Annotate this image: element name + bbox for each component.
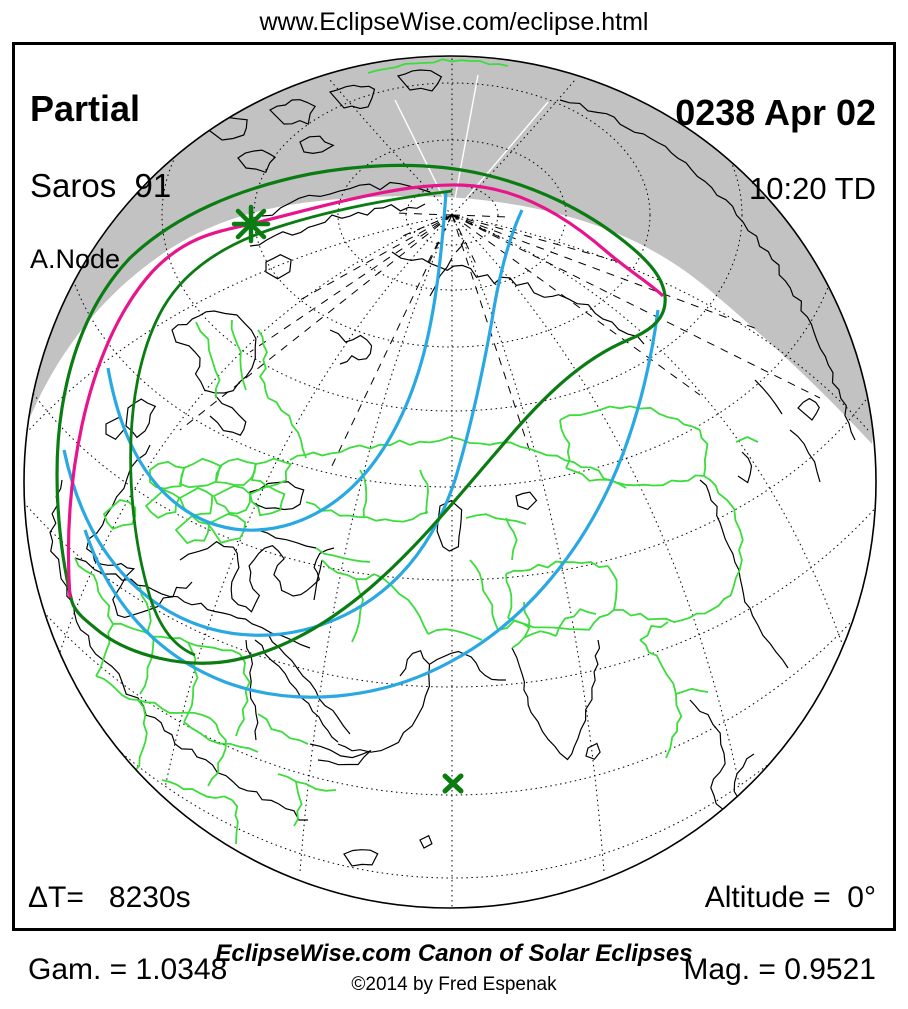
eclipse-date-block: 0238 Apr 02 10:20 TD	[675, 60, 876, 222]
altitude-mag-block: Altitude = 0° Mag. = 0.9521	[683, 848, 876, 1009]
footer: EclipseWise.com Canon of Solar Eclipses …	[0, 940, 908, 996]
penumbra-loop-curve	[55, 163, 667, 665]
eclipse-time-label: 10:20 TD	[749, 170, 876, 206]
footer-title: EclipseWise.com Canon of Solar Eclipses	[215, 940, 693, 967]
eclipse-type-block: Partial Saros 91 A.Node	[30, 56, 171, 290]
magnitude-label: Mag. = 0.9521	[683, 952, 876, 986]
country-borders	[74, 58, 759, 845]
eclipse-date-label: 0238 Apr 02	[675, 91, 876, 133]
inner-limit-curve	[129, 189, 453, 657]
altitude-label: Altitude = 0°	[704, 880, 876, 914]
greatest-eclipse-star-icon	[231, 204, 271, 244]
gamma-label: Gam. = 1.0348	[28, 952, 228, 986]
footer-copyright: ©2014 by Fred Espenak	[351, 974, 557, 995]
globe-outline	[23, 55, 877, 909]
delta-t-gamma-block: ΔT= 8230s Gam. = 1.0348	[28, 848, 227, 1009]
eclipse-type-label: Partial	[30, 87, 141, 129]
night-meridian-rays	[394, 74, 549, 216]
node-label: A.Node	[30, 244, 121, 275]
graticule-meridians	[28, 57, 869, 907]
time-curve-2	[62, 209, 524, 637]
time-curves-blue	[62, 191, 660, 699]
site-url-text: www.EclipseWise.com/eclipse.html	[259, 8, 649, 36]
delta-t-label: ΔT= 8230s	[28, 880, 191, 914]
time-curve-3	[83, 309, 660, 699]
limit-curve-magenta	[66, 183, 665, 599]
subsolar-x-icon	[442, 773, 464, 794]
coastlines	[49, 59, 856, 867]
time-curve-1	[106, 191, 448, 532]
saros-label: Saros 91	[30, 166, 172, 204]
